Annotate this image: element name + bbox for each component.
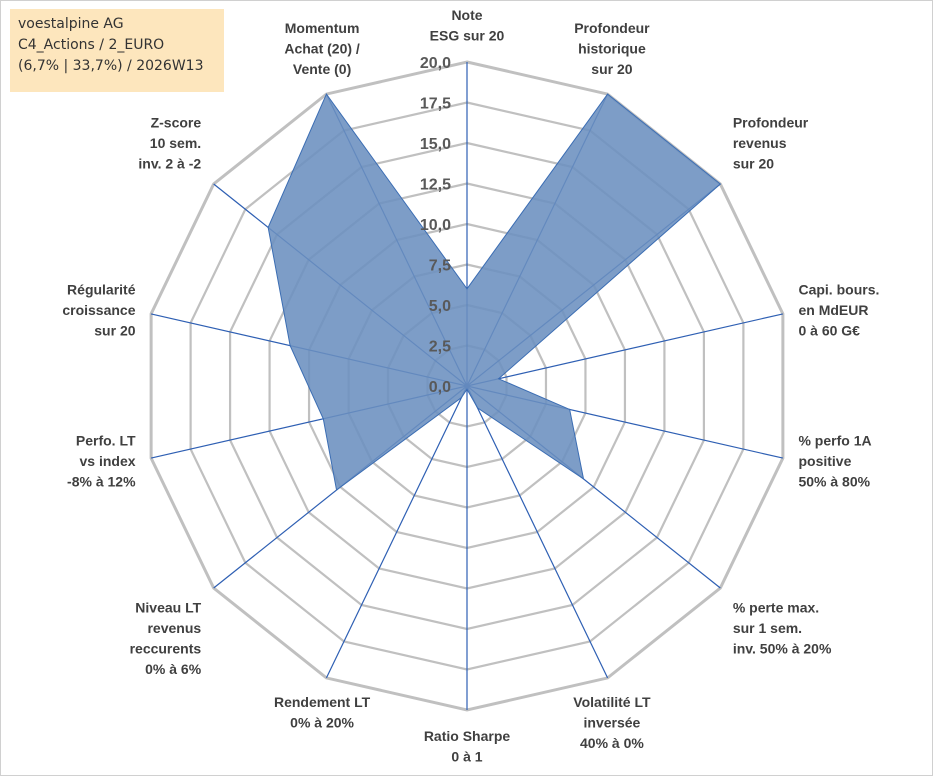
info-box: voestalpine AG C4_Actions / 2_EURO (6,7%… <box>10 9 224 92</box>
data-point-12 <box>267 226 269 228</box>
axis-label-7: Ratio Sharpe 0 à 1 <box>424 728 511 765</box>
data-series-area <box>267 93 722 491</box>
data-point-5 <box>583 478 585 480</box>
data-point-3 <box>498 378 500 380</box>
tick-label-4: 10,0 <box>420 217 451 234</box>
data-point-10 <box>322 418 324 420</box>
data-point-11 <box>289 345 291 347</box>
axis-label-9: Niveau LT revenus reccurents 0% à 6% <box>130 600 202 678</box>
axis-label-2: Profondeur revenus sur 20 <box>733 114 809 171</box>
tick-label-3: 7,5 <box>429 258 451 275</box>
data-point-8 <box>460 397 462 399</box>
spoke-8 <box>325 385 468 679</box>
tick-label-0: 0,0 <box>429 379 451 396</box>
spoke-3 <box>466 313 784 387</box>
axis-label-5: % perte max. sur 1 sem. inv. 50% à 20% <box>733 600 832 657</box>
tick-layer: 0,0 2,5 5,0 7,5 10,0 12,5 15,0 17,5 20,0 <box>420 55 451 396</box>
axis-label-10: Perfo. LT vs index -8% à 12% <box>67 433 136 490</box>
category-label: C4_Actions / 2_EURO <box>18 37 165 53</box>
axis-label-12: Z-score 10 sem. inv. 2 à -2 <box>138 114 201 171</box>
label-layer: Note ESG sur 20 Profondeur historique sur 20… <box>62 7 879 765</box>
data-layer <box>267 93 722 491</box>
axis-label-0: Note ESG sur 20 <box>430 7 505 44</box>
axis-label-8: Rendement LT 0% à 20% <box>274 694 371 731</box>
data-point-1 <box>607 93 609 95</box>
axis-label-11: Régularité croissance sur 20 <box>62 281 135 338</box>
tick-label-5: 12,5 <box>420 177 451 194</box>
tick-label-6: 15,0 <box>420 136 451 153</box>
axis-label-6: Volatilité LT inversée 40% à 0% <box>573 694 651 751</box>
data-point-13 <box>325 93 327 95</box>
tick-label-1: 2,5 <box>429 339 451 356</box>
data-point-0 <box>466 288 468 290</box>
axis-label-13: Momentum Achat (20) / Vente (0) <box>284 20 360 77</box>
stats-label: (6,7% | 33,7%) / 2026W13 <box>18 58 204 74</box>
tick-label-2: 5,0 <box>429 298 451 315</box>
axis-label-1: Profondeur historique sur 20 <box>574 20 650 77</box>
axis-label-3: Capi. bours. en MdEUR 0 à 60 G€ <box>798 281 879 338</box>
data-point-6 <box>477 407 479 409</box>
tick-label-8: 20,0 <box>420 55 451 72</box>
company-name: voestalpine AG <box>18 16 124 32</box>
data-point-2 <box>719 183 721 185</box>
axis-label-4: % perfo 1A positive 50% à 80% <box>798 433 871 490</box>
spoke-6 <box>466 385 609 679</box>
data-point-4 <box>569 408 571 410</box>
tick-label-7: 17,5 <box>420 96 451 113</box>
data-point-7 <box>466 388 468 390</box>
data-point-9 <box>336 489 338 491</box>
